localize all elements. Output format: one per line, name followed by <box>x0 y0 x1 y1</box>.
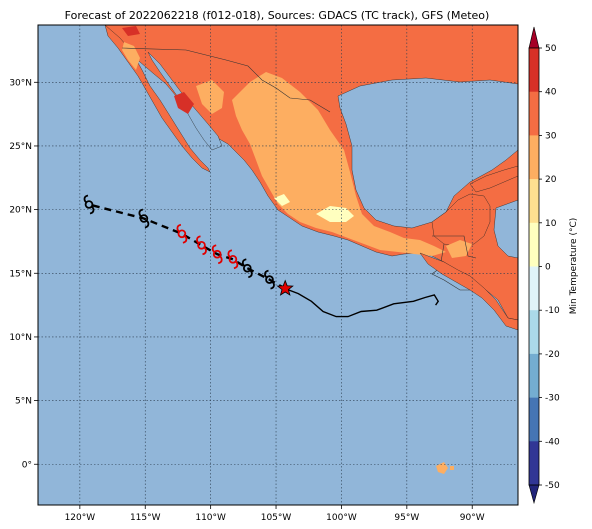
storm-symbol-icon <box>264 269 275 290</box>
colorbar-swatch <box>529 222 539 267</box>
colorbar-tick-label: 10 <box>545 219 557 229</box>
land-hot-patch-2 <box>122 26 140 36</box>
figure-title: Forecast of 2022062218 (f012-018), Sourc… <box>65 9 490 22</box>
colorbar-swatch <box>529 353 539 398</box>
colorbar-max-arrow <box>528 26 540 49</box>
storm-symbol-icon <box>196 235 207 256</box>
tc-storm-symbols <box>83 194 275 290</box>
colorbar-tick-label: 50 <box>545 44 557 54</box>
lat-tick-label: 15°N <box>9 269 32 279</box>
latitude-axis: 30°N 25°N 20°N 15°N 10°N 5°N 0° <box>9 78 38 470</box>
tc-past-track-line <box>284 287 440 318</box>
land-hot-patch <box>174 92 194 114</box>
tc-forecast-track-line <box>88 203 286 290</box>
storm-symbol-icon <box>138 208 150 229</box>
colorbar-tick-label: -30 <box>545 394 560 404</box>
colorbar-swatch <box>529 310 539 355</box>
colorbar-ticks: 50 40 30 20 10 0 -10 -20 -30 -40 -50 <box>539 44 560 491</box>
land-cold-patch-2 <box>274 194 290 206</box>
caribbean-sea <box>493 199 518 259</box>
lat-tick-label: 10°N <box>9 333 32 343</box>
colorbar-swatch <box>529 441 539 486</box>
colorbar-swatches <box>528 26 540 505</box>
colorbar-tick-label: 30 <box>545 131 557 141</box>
storm-symbol-icon <box>227 249 239 270</box>
lat-tick-label: 20°N <box>9 206 32 216</box>
lon-tick-label: 95°W <box>394 513 419 523</box>
colorbar-tick-label: -50 <box>545 481 560 491</box>
colorbar-min-arrow <box>528 484 540 505</box>
colorbar-swatch <box>529 135 539 180</box>
colorbar-tick-label: 0 <box>545 263 551 273</box>
colorbar-tick-label: 20 <box>545 175 557 185</box>
map-frame <box>37 24 519 506</box>
lon-tick-label: 90°W <box>460 513 485 523</box>
lat-tick-label: 5°N <box>15 397 32 407</box>
tc-current-position-star <box>276 279 294 296</box>
map-area <box>38 25 518 505</box>
lon-tick-label: 100°W <box>326 513 357 523</box>
colorbar-tick-label: 40 <box>545 88 557 98</box>
colorbar-swatch <box>529 397 539 442</box>
colorbar-tick-label: -10 <box>545 306 560 316</box>
colorbar-label: Min Temperature (°C) <box>569 218 579 315</box>
storm-symbol-icon <box>241 258 253 279</box>
colorbar-swatch <box>529 266 539 311</box>
land-baja-highland <box>122 42 140 70</box>
land-galapagos <box>436 462 448 474</box>
lon-tick-label: 110°W <box>195 513 226 523</box>
lon-tick-label: 120°W <box>65 513 96 523</box>
colorbar-tick-label: -40 <box>545 437 560 447</box>
colorbar-swatch <box>529 48 539 92</box>
lat-tick-label: 30°N <box>9 78 32 88</box>
land-cold-patch <box>316 206 354 222</box>
colorbar-swatch <box>529 91 539 136</box>
temperature-colorbar: 50 40 30 20 10 0 -10 -20 -30 -40 -50 Min Temperatu… <box>528 26 579 505</box>
lon-tick-label: 115°W <box>130 513 161 523</box>
lat-tick-label: 0° <box>22 460 32 470</box>
tc-track-layer <box>83 194 440 318</box>
colorbar-tick-label: -20 <box>545 350 560 360</box>
land-cuba <box>469 165 518 193</box>
land-galapagos-2 <box>450 466 454 470</box>
land-plateau <box>232 72 446 256</box>
storm-symbol-icon <box>211 244 223 265</box>
lon-tick-label: 105°W <box>261 513 292 523</box>
lat-lon-gridlines <box>38 25 518 505</box>
colorbar-swatch <box>529 179 539 224</box>
gulf-of-mexico <box>337 77 518 229</box>
storm-symbol-icon <box>83 194 95 215</box>
lat-tick-label: 25°N <box>9 142 32 152</box>
longitude-axis: 120°W 115°W 110°W 105°W 100°W 95°W 90°W <box>65 505 485 523</box>
land-central-america <box>419 252 518 331</box>
land-sierra <box>196 80 224 114</box>
storm-symbol-icon <box>176 223 188 244</box>
